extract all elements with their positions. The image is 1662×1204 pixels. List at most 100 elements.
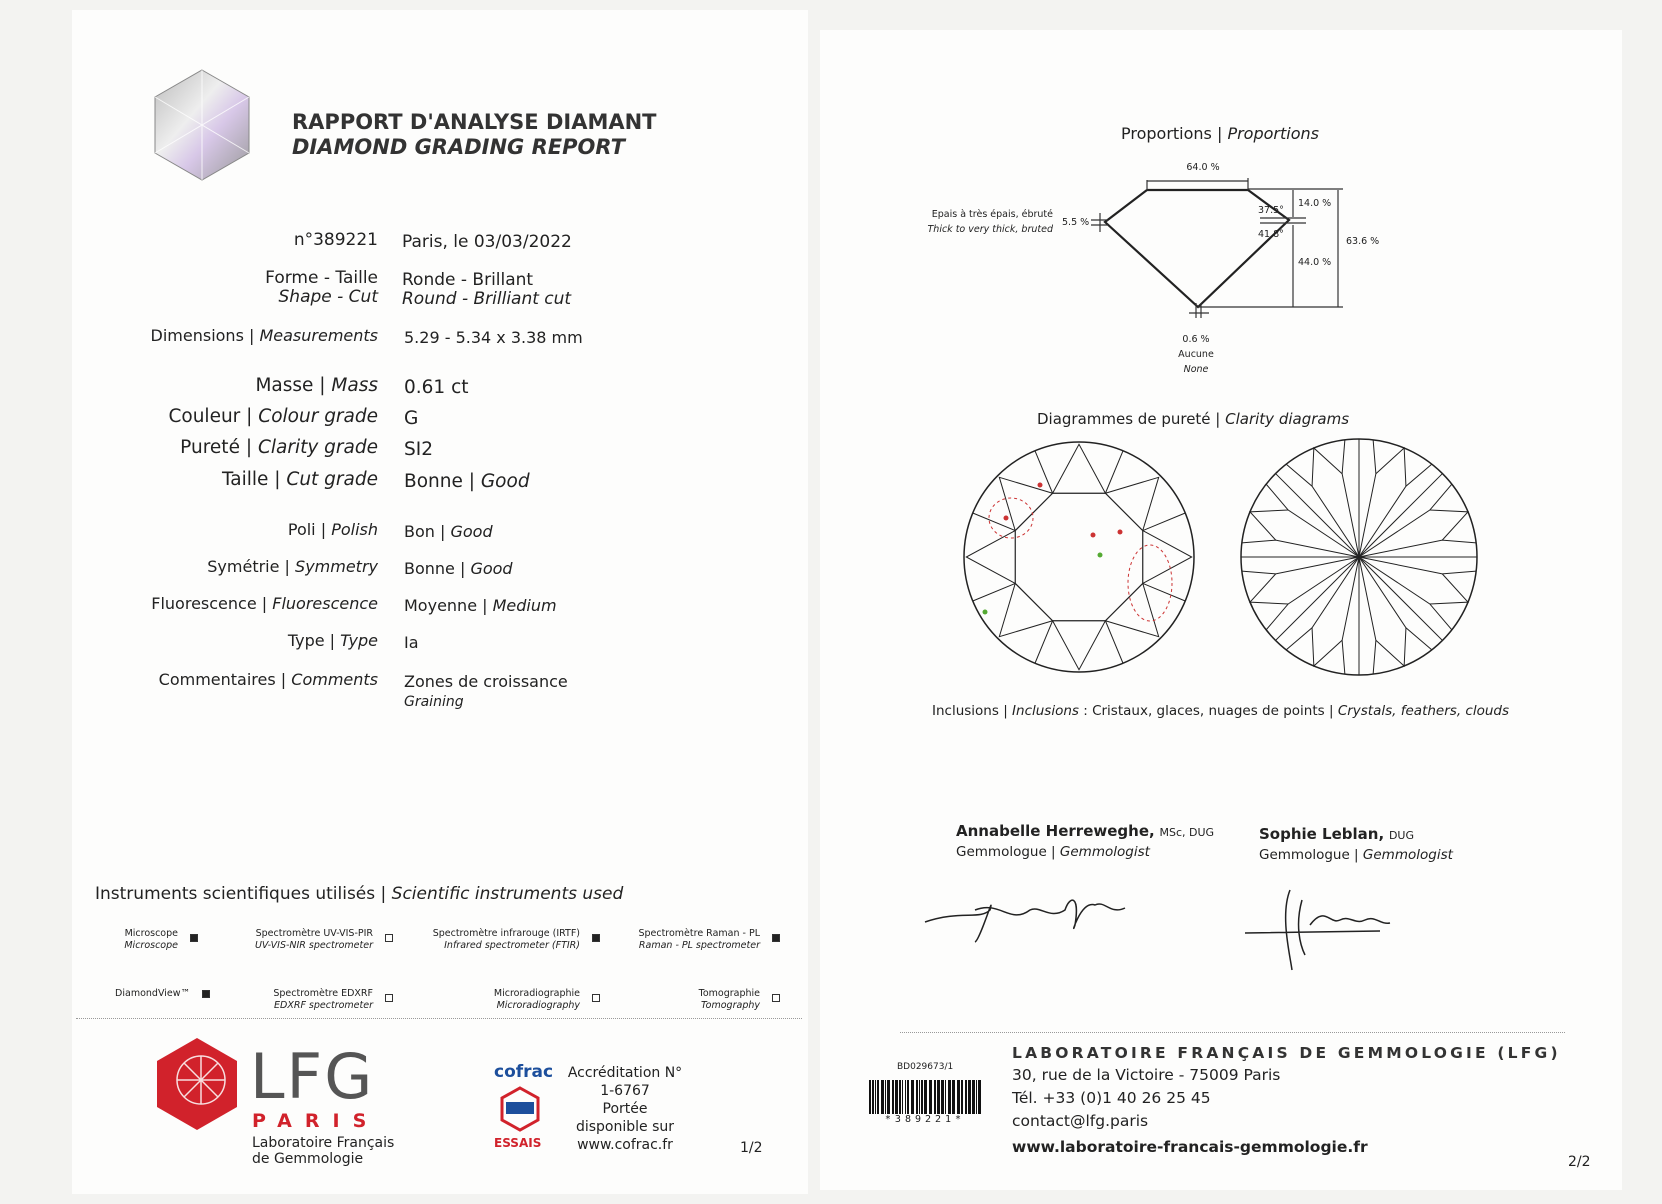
barcode-bar [978,1080,981,1114]
field-label: Dimensions | Measurements [150,326,378,345]
table-facet [1014,492,1144,622]
lfg-logo-icon [157,1038,237,1130]
barcode-bar [872,1080,874,1114]
field-value: Bonne | Good [404,471,530,492]
star-facet [1105,476,1160,531]
facet-line [1311,627,1343,668]
facet-line [1265,556,1360,631]
barcode-bar [972,1080,975,1114]
divider-right [900,1032,1565,1033]
star-facet [1052,620,1106,671]
facet-line [1275,556,1360,641]
title-fr: RAPPORT D'ANALYSE DIAMANT [292,110,657,134]
signature-1 [924,899,1126,943]
left-page [72,10,808,1194]
barcode-bar [881,1080,884,1114]
barcode-text: *389221* [884,1114,966,1125]
lab-address: 30, rue de la Victoire - 75009 Paris [1012,1066,1281,1084]
barcode-bar [921,1080,923,1114]
facet-line [1142,582,1186,602]
star-facet [965,530,1016,584]
shape-value-en: Round - Brilliant cut [402,289,572,309]
field-label: Masse | Mass [255,375,378,396]
instrument-checkbox[interactable] [772,994,780,1002]
barcode-bar [902,1080,903,1114]
barcode [869,1080,981,1114]
barcode-bar [869,1080,871,1114]
instruments-title: Instruments scientifiques utilisés | Sci… [95,884,624,904]
barcode-bar [937,1080,940,1114]
culet-en: None [1183,364,1209,375]
facet-line [1358,556,1377,675]
right-page [820,30,1622,1190]
facet-line [1241,539,1360,558]
barcode-bar [892,1080,894,1114]
lab-website[interactable]: www.laboratoire-francais-gemmologie.fr [1012,1138,1368,1156]
field-label: Fluorescence | Fluorescence [151,594,378,613]
field-label: Taille | Cut grade [222,469,378,490]
barcode-bar [875,1080,876,1114]
field-label: Poli | Polish [287,520,378,539]
facet-line [1358,556,1453,631]
instrument-item: DiamondView™ [115,988,190,999]
barcode-bar [965,1080,967,1114]
inclusion-mark [1117,529,1123,535]
field-value: Bon | Good [404,522,493,541]
barcode-bar [877,1080,879,1114]
facet-line [972,582,1016,602]
facet-line [1341,556,1360,675]
barcode-bar [941,1080,944,1114]
facet-line [1248,509,1289,541]
inclusion-mark [1037,482,1043,488]
instrument-checkbox[interactable] [592,994,600,1002]
facet-line [1358,539,1477,558]
girdle-en: Thick to very thick, bruted [927,224,1054,235]
pavilion-depth: 44.0 % [1298,257,1332,268]
culet-fr: Aucune [1178,349,1214,360]
instrument-checkbox[interactable] [385,994,393,1002]
facet-line [1285,463,1360,558]
instrument-checkbox[interactable] [190,934,198,942]
barcode-bar [907,1080,909,1114]
instrument-checkbox[interactable] [592,934,600,942]
cofrac-text: Accréditation N° 1-6767 Portée disponible s… [567,1065,683,1153]
facet-line [1104,620,1124,664]
facet-line [1375,446,1407,487]
barcode-bar [945,1080,946,1114]
facet-line [1248,573,1289,605]
instrument-checkbox[interactable] [385,934,393,942]
field-value: G [404,408,419,429]
inclusions-text: Inclusions | Inclusions : Cristaux, glac… [932,703,1509,719]
page-number-left: 1/2 [740,1140,763,1156]
inclusion-mark [982,609,988,615]
facet-line [1104,450,1124,494]
star-facet [998,476,1053,531]
hologram-logo [154,69,250,181]
clarity-diagrams [963,438,1478,676]
footer-code: BD029673/1 [897,1062,954,1072]
instrument-checkbox[interactable] [772,934,780,942]
crown-angle: 37.5° [1258,205,1284,216]
girdle-fr: Epais à très épais, ébruté [931,209,1053,220]
lab-name: LABORATOIRE FRANÇAIS DE GEMMOLOGIE (LFG) [1012,1044,1561,1062]
instrument-checkbox[interactable] [202,990,210,998]
report-date: Paris, le 03/03/2022 [402,232,572,252]
facet-line [1358,483,1453,558]
crown-diagram [963,441,1195,673]
lab-tel: Tél. +33 (0)1 40 26 25 45 [1012,1089,1211,1107]
shape-label-fr: Forme - Taille [265,268,378,288]
proportions-diagram [1091,178,1343,318]
barcode-bar [934,1080,936,1114]
barcode-bar [957,1080,960,1114]
facet-line [972,512,1016,532]
barcode-bar [905,1080,906,1114]
barcode-bar [919,1080,920,1114]
culet-pct: 0.6 % [1182,334,1210,345]
barcode-bar [961,1080,963,1114]
facet-line [1358,556,1443,641]
barcode-bar [929,1080,932,1114]
instrument-item: Microradiographie Microradiography [493,988,580,1011]
lab-email[interactable]: contact@lfg.paris [1012,1112,1149,1130]
table-pct: 64.0 % [1186,162,1220,173]
inclusion-mark [1003,515,1009,521]
